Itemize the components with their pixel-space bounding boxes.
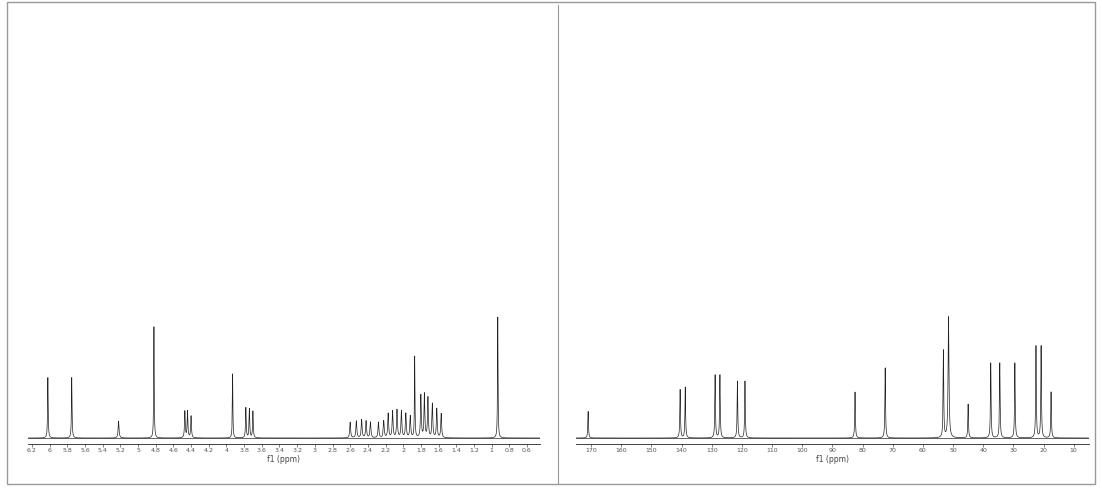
X-axis label: f1 (ppm): f1 (ppm)	[815, 455, 849, 464]
X-axis label: f1 (ppm): f1 (ppm)	[268, 455, 301, 464]
